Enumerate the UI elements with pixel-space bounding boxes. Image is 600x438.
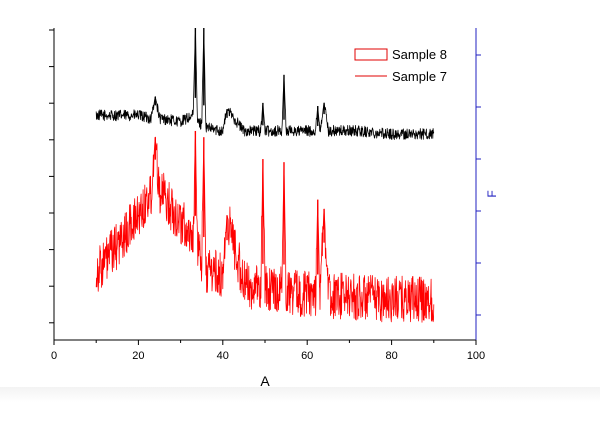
right-axis-ticks bbox=[476, 54, 481, 316]
x-tick-label: 100 bbox=[467, 350, 485, 362]
x-tick-label: 40 bbox=[217, 350, 229, 362]
legend-swatch-sample-8 bbox=[354, 48, 388, 61]
x-tick-label: 80 bbox=[385, 350, 397, 362]
x-tick-label: 20 bbox=[132, 350, 144, 362]
left-axis-ticks bbox=[49, 29, 54, 324]
series-line-sample-7 bbox=[95, 135, 435, 323]
legend-label-sample-8: Sample 8 bbox=[392, 47, 447, 62]
series-layer bbox=[95, 28, 435, 323]
legend-label-sample-7: Sample 7 bbox=[392, 69, 447, 84]
series-line-sample-8 bbox=[95, 31, 435, 141]
x-tick-label: 0 bbox=[51, 350, 57, 362]
x-axis-ticks: 0 20 40 60 80 100 bbox=[51, 340, 485, 362]
bottom-band bbox=[0, 387, 600, 438]
legend: Sample 8 Sample 7 bbox=[354, 47, 447, 84]
x-tick-label: 60 bbox=[301, 350, 313, 362]
x-axis-label: A bbox=[260, 373, 270, 389]
right-axis-label: F bbox=[485, 190, 499, 197]
